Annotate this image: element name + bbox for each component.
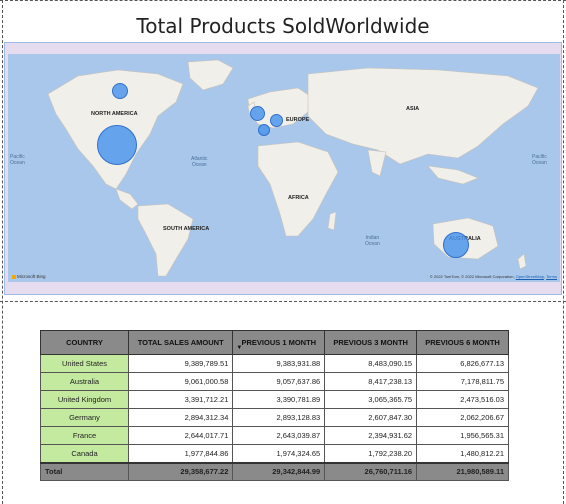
cell-prev1: 1,974,324.65 — [232, 444, 326, 463]
bubble-germany[interactable] — [270, 114, 283, 127]
table-total-row: Total 29,358,677.22 29,342,844.99 26,760… — [40, 461, 509, 481]
cell-prev6: 1,480,812.21 — [416, 444, 509, 463]
cell-country: Canada — [40, 444, 129, 463]
bubble-united-kingdom[interactable] — [250, 106, 265, 121]
frame-divider — [0, 301, 566, 302]
table-row[interactable]: United States 9,389,789.51 9,383,931.88 … — [40, 354, 509, 373]
header-total-sales[interactable]: TOTAL SALES AMOUNT — [127, 330, 234, 355]
sort-descending-icon: ▼ — [236, 345, 243, 351]
bing-logo-text: Microsoft Bing — [17, 274, 46, 279]
header-previous-1-month[interactable]: ▼ PREVIOUS 1 MONTH — [232, 330, 326, 355]
cell-prev3: 8,483,090.15 — [324, 354, 418, 373]
cell-prev1: 2,643,039.87 — [232, 426, 326, 445]
bubble-canada[interactable] — [112, 83, 128, 99]
cell-prev3: 8,417,238.13 — [324, 372, 418, 391]
cell-prev1: 9,057,637.86 — [232, 372, 326, 391]
cell-prev6: 6,826,677.13 — [416, 354, 509, 373]
header-previous-3-month[interactable]: PREVIOUS 3 MONTH — [324, 330, 418, 355]
cell-country: Germany — [40, 408, 129, 427]
bubble-australia[interactable] — [443, 232, 469, 258]
cell-prev6: 21,980,589.11 — [416, 461, 509, 481]
label-indian: Indian Ocean — [365, 235, 380, 247]
cell-total: 9,061,000.58 — [127, 372, 234, 391]
table-row[interactable]: France 2,644,017.71 2,643,039.87 2,394,9… — [40, 426, 509, 445]
header-previous-1-month-label: PREVIOUS 1 MONTH — [241, 338, 317, 347]
table-row[interactable]: United Kingdom 3,391,712.21 3,390,781.89… — [40, 390, 509, 409]
label-europe: EUROPE — [286, 117, 310, 123]
cell-prev1: 9,383,931.88 — [232, 354, 326, 373]
world-landmass — [47, 59, 539, 277]
cell-prev3: 26,760,711.16 — [324, 461, 418, 481]
cell-prev6: 1,956,565.31 — [416, 426, 509, 445]
frame-border-right — [563, 0, 564, 504]
label-north-america: NORTH AMERICA — [91, 111, 138, 117]
cell-prev3: 2,394,931.62 — [324, 426, 418, 445]
openstreetmap-link[interactable]: OpenStreetMap — [515, 274, 544, 279]
cell-prev3: 2,607,847.30 — [324, 408, 418, 427]
cell-prev1: 3,390,781.89 — [232, 390, 326, 409]
cell-prev6: 2,473,516.03 — [416, 390, 509, 409]
report-title: Total Products SoldWorldwide — [136, 14, 430, 38]
map-visual[interactable]: NORTH AMERICA SOUTH AMERICA EUROPE ASIA … — [4, 42, 562, 295]
cell-prev1: 2,893,128.83 — [232, 408, 326, 427]
cell-country: Australia — [40, 372, 129, 391]
table-row[interactable]: Australia 9,061,000.58 9,057,637.86 8,41… — [40, 372, 509, 391]
label-atlantic: Atlantic Ocean — [191, 156, 208, 168]
cell-total: 2,644,017.71 — [127, 426, 234, 445]
cell-total-label: Total — [40, 461, 129, 481]
map-attribution: © 2022 TomTom, © 2022 Microsoft Corporat… — [429, 274, 557, 279]
frame-border-left — [2, 0, 3, 504]
cell-country: France — [40, 426, 129, 445]
label-africa: AFRICA — [288, 195, 309, 201]
cell-prev6: 7,178,811.75 — [416, 372, 509, 391]
bing-logo-icon — [12, 274, 16, 279]
frame-border-top — [0, 0, 566, 1]
map-canvas[interactable]: NORTH AMERICA SOUTH AMERICA EUROPE ASIA … — [8, 54, 560, 282]
label-asia: ASIA — [406, 106, 420, 112]
cell-total: 3,391,712.21 — [127, 390, 234, 409]
bubble-united-states[interactable] — [97, 125, 137, 165]
label-pacific-west: Pacific Ocean — [10, 154, 25, 166]
cell-country: United States — [40, 354, 129, 373]
header-country[interactable]: COUNTRY — [40, 330, 129, 355]
table-header-row: COUNTRY TOTAL SALES AMOUNT ▼ PREVIOUS 1 M… — [40, 330, 509, 355]
table-row[interactable]: Germany 2,894,312.34 2,893,128.83 2,607,… — [40, 408, 509, 427]
cell-total: 1,977,844.86 — [127, 444, 234, 463]
header-previous-6-month[interactable]: PREVIOUS 6 MONTH — [416, 330, 509, 355]
terms-link[interactable]: Terms — [546, 274, 557, 279]
cell-prev3: 3,065,365.75 — [324, 390, 418, 409]
label-south-america: SOUTH AMERICA — [163, 226, 210, 232]
cell-total: 29,358,677.22 — [127, 461, 234, 481]
cell-total: 9,389,789.51 — [127, 354, 234, 373]
table-row[interactable]: Canada 1,977,844.86 1,974,324.65 1,792,2… — [40, 444, 509, 463]
cell-prev6: 2,062,206.67 — [416, 408, 509, 427]
cell-total: 2,894,312.34 — [127, 408, 234, 427]
cell-prev3: 1,792,238.20 — [324, 444, 418, 463]
microsoft-bing-logo: Microsoft Bing — [12, 274, 46, 279]
cell-country: United Kingdom — [40, 390, 129, 409]
label-pacific-east: Pacific Ocean — [532, 154, 547, 166]
cell-prev1: 29,342,844.99 — [232, 461, 326, 481]
bubble-france[interactable] — [258, 124, 270, 136]
attribution-text: © 2022 TomTom, © 2022 Microsoft Corporat… — [429, 274, 515, 279]
sales-table: COUNTRY TOTAL SALES AMOUNT ▼ PREVIOUS 1 M… — [40, 330, 509, 481]
